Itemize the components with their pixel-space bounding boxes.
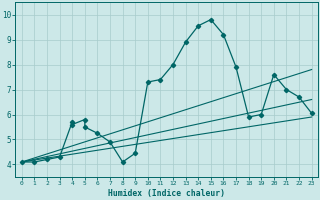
- X-axis label: Humidex (Indice chaleur): Humidex (Indice chaleur): [108, 189, 225, 198]
